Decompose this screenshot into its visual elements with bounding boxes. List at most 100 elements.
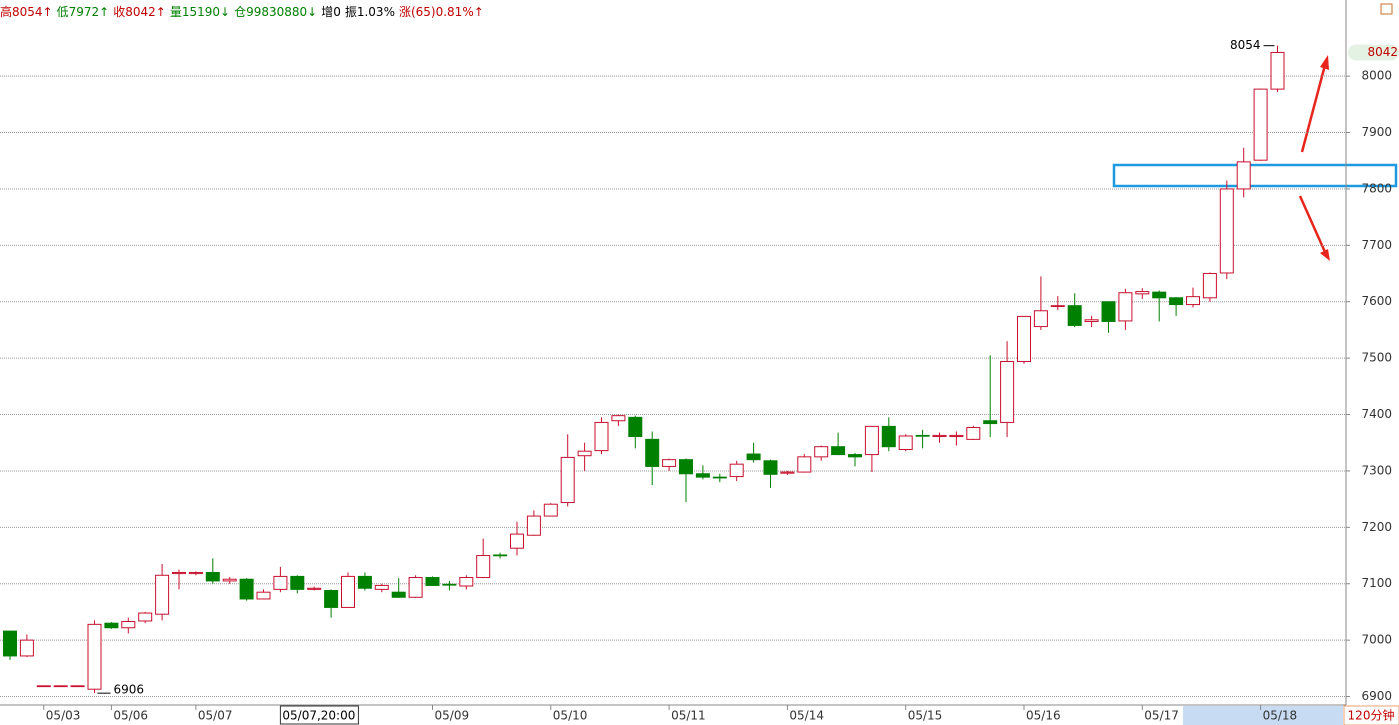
last-price: 8042 — [1367, 45, 1398, 59]
candle-body — [1186, 296, 1200, 306]
crosshair-label-box — [279, 705, 359, 725]
candle-body — [543, 503, 558, 517]
candle-body — [814, 446, 829, 458]
header-item: 高8054↑ — [0, 4, 53, 19]
candle-body — [188, 571, 203, 575]
candle-body — [442, 583, 457, 586]
candle-body — [560, 456, 575, 504]
y-tick-label: 6900 — [1361, 689, 1392, 703]
candle-body — [1017, 315, 1031, 363]
header-item: 振1.03% — [345, 5, 395, 19]
candle-body — [881, 425, 896, 448]
max-label: 8054 — [1230, 38, 1261, 52]
highlight-box — [1112, 163, 1398, 188]
x-tick-label: 05/17 — [1144, 709, 1179, 723]
candle-body — [645, 438, 660, 467]
candle-body — [459, 577, 474, 587]
candle-body — [949, 434, 964, 438]
candle-body — [391, 591, 406, 598]
candle-body — [577, 450, 592, 457]
candle-body — [864, 425, 879, 456]
candle-body — [662, 459, 677, 467]
candle-body — [831, 446, 846, 456]
candle-body — [898, 435, 913, 451]
candle-body — [1118, 292, 1133, 322]
header-item: 涨(65)0.81%↑ — [399, 4, 484, 19]
candle-body — [19, 639, 34, 657]
x-tick-label: 05/03 — [46, 709, 81, 723]
y-tick-label: 7000 — [1361, 633, 1392, 647]
candle-body — [1219, 188, 1234, 274]
candle-body — [476, 555, 491, 579]
y-tick-label: 7200 — [1361, 520, 1392, 534]
candle-body — [324, 590, 339, 608]
window-icon[interactable] — [1380, 3, 1393, 15]
candle-body — [628, 416, 643, 438]
candle-body — [1202, 273, 1217, 299]
candle-body — [915, 434, 930, 437]
candle-body — [526, 515, 541, 536]
candle-body — [1270, 51, 1285, 90]
candle-body — [983, 420, 998, 425]
candle-body — [679, 459, 693, 475]
y-tick-label: 7800 — [1361, 181, 1392, 195]
header-item: 收8042↑ — [113, 5, 166, 19]
min-label: 6906 — [114, 683, 145, 697]
x-tick-label: 05/15 — [908, 709, 943, 723]
candle-body — [493, 554, 508, 557]
candle-body — [374, 584, 389, 590]
candle-body — [712, 476, 727, 479]
x-tick-label: 05/11 — [671, 709, 706, 723]
header-item: 仓99830880↓ — [234, 5, 317, 19]
candle-body — [1169, 297, 1184, 306]
candle-body — [932, 434, 947, 438]
candle-body — [695, 473, 710, 478]
candle-body — [1067, 305, 1082, 326]
candle-body — [53, 685, 68, 688]
candle-body — [1135, 291, 1150, 295]
header: 高8054↑ 低7972↑ 收8042↑ 量15190↓ 仓99830880↓ 增0 振1.… — [0, 4, 484, 19]
candle-body — [256, 591, 271, 600]
y-tick-label: 8000 — [1361, 69, 1392, 83]
candle-body — [1101, 301, 1116, 322]
candle-body — [290, 575, 305, 590]
arrow-up — [1300, 55, 1329, 153]
candle-body — [746, 453, 761, 461]
y-tick-label: 7400 — [1361, 407, 1392, 421]
period-box — [1343, 705, 1399, 725]
candle-body — [341, 575, 355, 608]
arrow-down — [1298, 195, 1330, 261]
x-tick-label: 05/09 — [435, 709, 470, 723]
candle-body — [1033, 310, 1048, 328]
candle-body — [1000, 361, 1015, 423]
candle-body — [70, 685, 85, 688]
candle-body — [763, 460, 778, 475]
candle-body — [205, 571, 220, 582]
candle-body — [425, 577, 440, 586]
y-tick-label: 7700 — [1361, 238, 1392, 252]
candle-body — [121, 621, 136, 629]
x-tick-label: 05/18 — [1263, 709, 1298, 723]
candle-body — [797, 456, 812, 473]
candle-body — [1152, 291, 1167, 299]
candle-body — [357, 575, 372, 589]
candle-body — [510, 533, 524, 549]
candle-body — [36, 685, 51, 688]
x-tick-label: 05/06 — [113, 709, 148, 723]
candle-body — [1084, 319, 1099, 322]
candle-body — [222, 578, 237, 582]
y-tick-label: 7900 — [1361, 125, 1392, 139]
candle-body — [239, 578, 254, 600]
candle-body — [1236, 161, 1251, 190]
candle-body — [273, 575, 288, 590]
y-tick-label: 7500 — [1361, 351, 1392, 365]
candle-body — [966, 427, 981, 440]
candle-body — [408, 577, 423, 598]
x-tick-label: 05/10 — [553, 709, 588, 723]
candle-body — [1253, 88, 1268, 161]
period-label: 120分钟 — [1348, 708, 1395, 723]
last-price-tag — [1348, 44, 1399, 61]
header-item: 低7972↑ — [57, 5, 110, 19]
